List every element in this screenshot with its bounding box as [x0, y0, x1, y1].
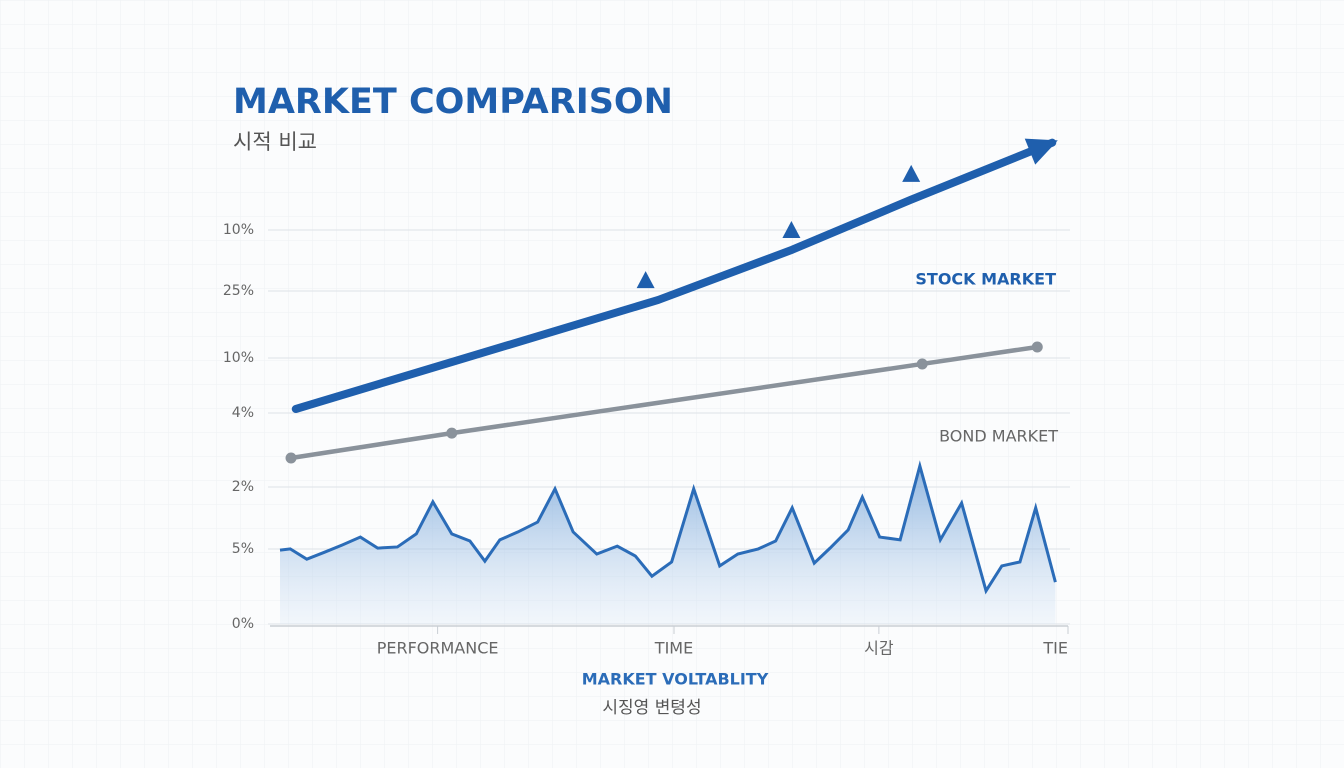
series-line — [279, 460, 1057, 595]
y-axis-label: 2% — [232, 479, 254, 495]
y-axis-label: 10% — [223, 222, 254, 238]
marker — [636, 271, 655, 289]
x-tick-label: PERFORMANCE — [377, 639, 499, 658]
chart-title: MARKET COMPARISON — [233, 82, 673, 122]
y-axis-label: 10% — [223, 350, 254, 366]
y-axis-label: 4% — [232, 405, 254, 421]
y-axis-label: 5% — [232, 541, 254, 557]
series-label: STOCK MARKET — [915, 270, 1056, 289]
x-tick-label: 시감 — [864, 639, 894, 658]
point — [446, 427, 458, 439]
point — [285, 452, 297, 464]
y-axis-label: 0% — [232, 616, 254, 632]
series-line — [288, 344, 1040, 461]
series-line — [291, 138, 1057, 414]
plot: 10% 25% 10% 4% 2% 5% 0% PERFORMANCE TIME 시감 TIE STO… — [223, 138, 1070, 718]
marker — [782, 220, 801, 238]
series-label: MARKET VOLTABLITY — [582, 670, 769, 689]
y-axis-label: 25% — [223, 283, 254, 299]
marker — [902, 164, 921, 182]
arrow-head — [1024, 138, 1058, 165]
point — [1031, 341, 1043, 353]
x-tick-label: TIE — [1042, 639, 1068, 658]
area — [280, 465, 1056, 624]
series-label: BOND MARKET — [939, 427, 1058, 446]
chart-subtitle: 시적 비교 — [233, 130, 317, 154]
point — [916, 358, 928, 370]
series-sublabel: 시징영 변텽성 — [602, 698, 701, 718]
x-tick-label: TIME — [654, 639, 693, 658]
